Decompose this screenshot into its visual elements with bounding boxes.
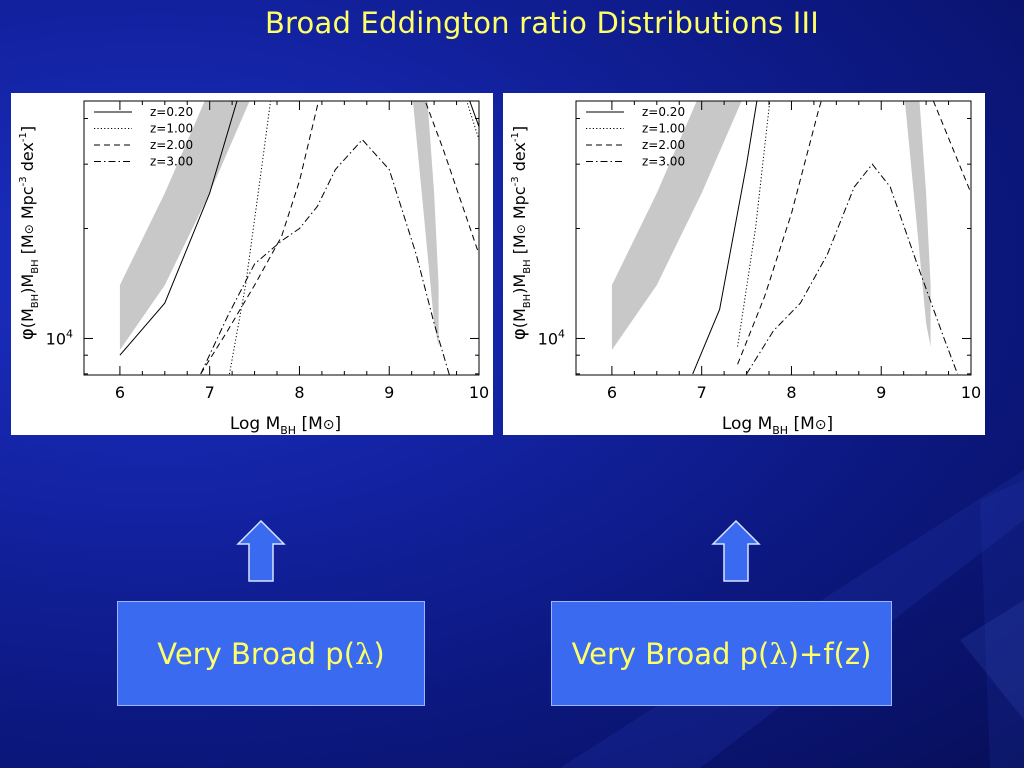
up-arrow-icon-left bbox=[236, 520, 286, 582]
y-axis-label-part: ] bbox=[18, 126, 37, 132]
series-line-z-3-00 bbox=[746, 163, 958, 375]
series-line-z-3-00 bbox=[200, 138, 450, 375]
legend-label: z=2.00 bbox=[150, 138, 193, 152]
y-axis-label-part: ] bbox=[510, 126, 529, 132]
y-axis-label-part: ⊙ bbox=[22, 224, 36, 234]
y-axis-label-part: -3 bbox=[18, 176, 29, 186]
y-tick-base: 10 bbox=[538, 329, 558, 348]
x-tick-label: 8 bbox=[294, 383, 304, 402]
up-arrow-icon-right bbox=[711, 520, 761, 582]
box-right-prefix: Very Broad p( bbox=[571, 636, 770, 671]
very-broad-p-lambda-box: Very Broad p(λ) bbox=[117, 601, 425, 706]
x-tick-label: 8 bbox=[786, 383, 796, 402]
x-tick-label: 7 bbox=[697, 383, 707, 402]
y-axis-label-part: [M bbox=[18, 234, 37, 259]
bh-mass-function-chart-right: 678910104105Log MBH [M⊙]φ(MBH)MBH [M⊙ Mp… bbox=[509, 100, 981, 435]
box-left-suffix: ) bbox=[373, 636, 385, 671]
y-axis-label-part: dex bbox=[510, 142, 529, 176]
plot-area bbox=[611, 101, 971, 375]
y-tick-exponent: 4 bbox=[558, 327, 565, 340]
series-line-z-2-00 bbox=[737, 101, 971, 365]
y-axis-label-part: (M bbox=[510, 308, 529, 328]
y-axis-label-part: )M bbox=[18, 274, 37, 294]
y-axis-label-part: φ bbox=[17, 328, 38, 340]
x-tick-label: 6 bbox=[607, 383, 617, 402]
plot-frame bbox=[83, 100, 480, 376]
y-axis-label-part: BH bbox=[30, 294, 41, 308]
x-axis-label-part: [M bbox=[296, 414, 323, 434]
plot-frame bbox=[575, 100, 972, 376]
observed-mass-function-band bbox=[611, 101, 931, 350]
x-axis-label-part: Log M bbox=[230, 414, 280, 434]
box-right-suffix: )+f(z) bbox=[787, 636, 872, 671]
series-line-z-1-00 bbox=[228, 101, 479, 375]
series-line-z-1-00 bbox=[737, 101, 771, 347]
x-axis-label-part: ] bbox=[335, 414, 342, 434]
y-axis-label-part: -1 bbox=[18, 132, 29, 142]
y-axis-label-part: Mpc bbox=[18, 186, 37, 224]
y-axis-label-part: -3 bbox=[510, 176, 521, 186]
series-line-z-0-20 bbox=[119, 101, 479, 356]
x-axis-label-part: BH bbox=[772, 424, 788, 435]
x-axis-label-part: ] bbox=[827, 414, 834, 434]
legend-label: z=0.20 bbox=[642, 105, 685, 119]
x-tick-label: 9 bbox=[384, 383, 394, 402]
lambda-symbol: λ bbox=[355, 636, 374, 671]
y-axis-label-part: BH bbox=[30, 259, 41, 273]
x-tick-label: 10 bbox=[469, 383, 489, 402]
x-tick-label: 6 bbox=[115, 383, 125, 402]
slide-title: Broad Eddington ratio Distributions III bbox=[264, 6, 820, 40]
chart-panel-right: 678910104105Log MBH [M⊙]φ(MBH)MBH [M⊙ Mp… bbox=[503, 93, 985, 435]
y-axis-label-part: BH bbox=[522, 259, 533, 273]
x-axis-label-part: ⊙ bbox=[323, 417, 335, 433]
y-tick-base: 10 bbox=[46, 329, 66, 348]
y-tick-label: 104 bbox=[46, 327, 73, 348]
bh-mass-function-chart-left: 678910104105Log MBH [M⊙]φ(MBH)MBH [M⊙ Mp… bbox=[17, 100, 489, 435]
very-broad-p-lambda-fz-box: Very Broad p(λ)+f(z) bbox=[551, 601, 892, 706]
y-tick-exponent: 4 bbox=[66, 327, 73, 340]
plot-area bbox=[119, 101, 479, 375]
y-axis-label-part: )M bbox=[510, 274, 529, 294]
x-tick-label: 10 bbox=[961, 383, 981, 402]
legend-label: z=1.00 bbox=[642, 122, 685, 136]
observed-mass-function-band bbox=[119, 101, 439, 350]
y-tick-label: 104 bbox=[538, 327, 565, 348]
legend-label: z=1.00 bbox=[150, 122, 193, 136]
y-axis-label-part: ⊙ bbox=[514, 224, 528, 234]
x-axis-label: Log MBH [M⊙] bbox=[230, 414, 341, 435]
x-axis-label: Log MBH [M⊙] bbox=[722, 414, 833, 435]
legend-label: z=3.00 bbox=[642, 155, 685, 169]
x-axis-label-part: ⊙ bbox=[815, 417, 827, 433]
series-line-z-2-00 bbox=[200, 101, 479, 375]
legend-label: z=3.00 bbox=[150, 155, 193, 169]
box-left-prefix: Very Broad p( bbox=[157, 636, 356, 671]
legend-label: z=0.20 bbox=[150, 105, 193, 119]
y-axis-label-part: BH bbox=[522, 294, 533, 308]
y-axis-label-part: dex bbox=[18, 142, 37, 176]
x-axis-label-part: BH bbox=[280, 424, 296, 435]
y-axis-label-part: φ bbox=[509, 328, 530, 340]
x-axis-label-part: [M bbox=[788, 414, 815, 434]
legend-label: z=2.00 bbox=[642, 138, 685, 152]
y-axis-label-part: -1 bbox=[510, 132, 521, 142]
series-line-z-0-20 bbox=[692, 101, 758, 375]
y-axis-label-part: (M bbox=[18, 308, 37, 328]
x-tick-label: 7 bbox=[205, 383, 215, 402]
y-axis-label: φ(MBH)MBH [M⊙ Mpc-3 dex-1] bbox=[17, 126, 41, 340]
lambda-symbol: λ bbox=[769, 636, 788, 671]
x-tick-label: 9 bbox=[876, 383, 886, 402]
x-axis-label-part: Log M bbox=[722, 414, 772, 434]
chart-panel-left: 678910104105Log MBH [M⊙]φ(MBH)MBH [M⊙ Mp… bbox=[11, 93, 493, 435]
y-axis-label-part: [M bbox=[510, 234, 529, 259]
y-axis-label-part: Mpc bbox=[510, 186, 529, 224]
y-axis-label: φ(MBH)MBH [M⊙ Mpc-3 dex-1] bbox=[509, 126, 533, 340]
